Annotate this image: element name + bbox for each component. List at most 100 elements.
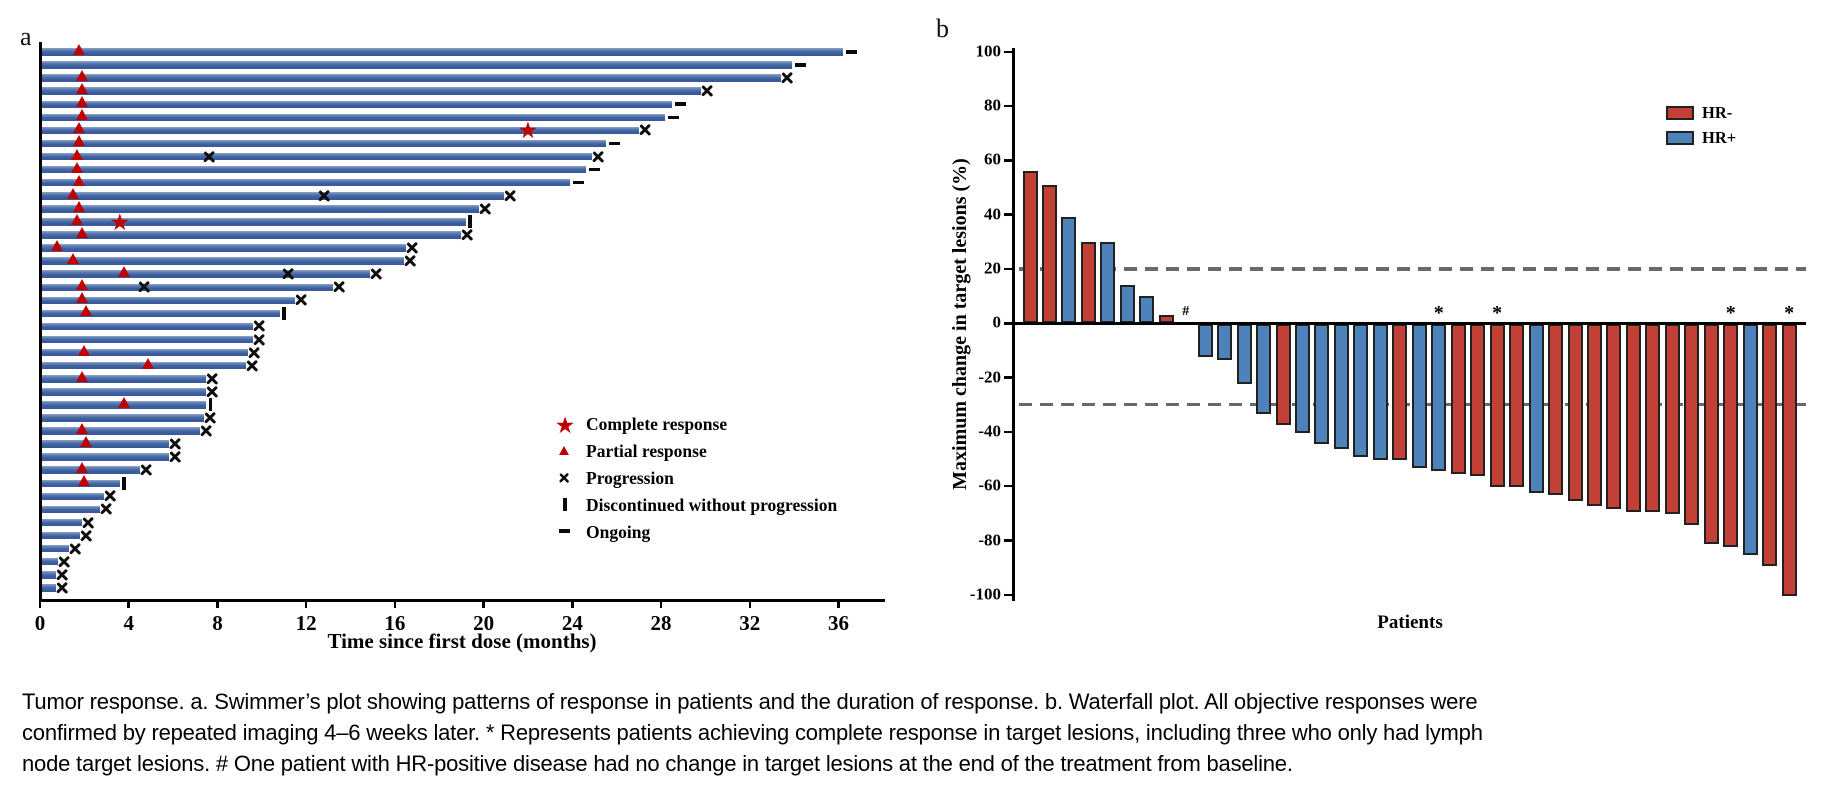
- partial-response-marker: [117, 396, 130, 408]
- swimmer-bar: [41, 309, 280, 318]
- swimmer-bar: [41, 492, 105, 501]
- partial-response-marker: [77, 344, 90, 356]
- legend-item-label: Ongoing: [586, 522, 651, 542]
- partial-response-marker: [71, 148, 84, 160]
- discontinued-marker: [122, 476, 126, 490]
- swimmer-bar: [41, 192, 504, 200]
- y-tick-label: 100: [975, 41, 1002, 61]
- swimmer-x-axis-line: [38, 598, 885, 602]
- partial-response-marker: [80, 305, 93, 317]
- y-tick: [1004, 539, 1014, 542]
- x-tick-label: 16: [384, 611, 406, 635]
- progression-marker: [318, 190, 330, 202]
- x-tick-label: 36: [827, 611, 849, 635]
- partial-response-marker: [66, 187, 79, 199]
- waterfall-bar: [1703, 324, 1719, 545]
- waterfall-bar: [1723, 324, 1739, 547]
- caption-line-3: node target lesions. # One patient with …: [22, 751, 1293, 776]
- progression-marker: [253, 320, 265, 332]
- partial-response-marker: [75, 109, 88, 121]
- waterfall-bar: [1022, 171, 1038, 324]
- progression-marker: [253, 334, 265, 346]
- asterisk-annotation: *: [1784, 302, 1795, 324]
- progression-legend-icon: [559, 473, 569, 483]
- partial-response-marker: [73, 174, 86, 186]
- swimmer-bar: [41, 453, 169, 461]
- ongoing-legend-icon: [559, 529, 570, 533]
- waterfall-bar: [1236, 324, 1252, 385]
- asterisk-annotation: *: [1492, 302, 1503, 324]
- y-tick-label: 20: [984, 258, 1001, 278]
- partial-response-marker: [66, 253, 79, 265]
- hash-annotation: #: [1182, 304, 1190, 319]
- discontinued-marker: [282, 306, 286, 320]
- waterfall-bar: [1684, 324, 1700, 526]
- waterfall-bar: [1742, 324, 1758, 556]
- partial-response-marker: [80, 436, 93, 448]
- x-tick: [304, 599, 308, 608]
- swimmer-bar: [41, 165, 586, 174]
- partial-response-marker: [117, 266, 130, 278]
- waterfall-bar: [1664, 324, 1680, 515]
- partial-response-marker: [73, 135, 86, 147]
- progression-marker: [461, 229, 473, 241]
- x-tick: [482, 599, 485, 608]
- waterfall-bar: [1353, 324, 1369, 458]
- swimmer-bar: [41, 126, 639, 135]
- swimmer-bar: [41, 178, 571, 187]
- waterfall-bar: [1567, 324, 1583, 501]
- progression-marker: [104, 490, 116, 502]
- waterfall-legend-label: HR+: [1702, 128, 1737, 147]
- swimmer-bar: [41, 584, 56, 592]
- waterfall-bar: [1548, 324, 1564, 496]
- progression-marker: [169, 438, 181, 450]
- waterfall-bar: [1606, 324, 1622, 509]
- waterfall-bar: [1217, 324, 1233, 360]
- waterfall-bar: [1645, 324, 1661, 512]
- swimmer-bar: [41, 61, 792, 69]
- x-tick-label: 0: [34, 611, 46, 635]
- legend-item-label: Complete response: [586, 414, 728, 434]
- progression-marker: [404, 255, 416, 267]
- waterfall-bar: [1041, 184, 1057, 324]
- legend-item-label: Discontinued without progression: [586, 495, 838, 515]
- swimmer-bar: [41, 100, 673, 109]
- waterfall-bar: [1061, 217, 1077, 324]
- swimmer-y-axis-line: [38, 42, 42, 602]
- y-tick: [1004, 484, 1014, 488]
- caption-line-1: Tumor response. a. Swimmer’s plot showin…: [22, 689, 1478, 714]
- progression-marker: [56, 582, 68, 594]
- partial-response-marker: [142, 357, 155, 369]
- partial-response-marker: [73, 200, 86, 212]
- waterfall-legend-label: HR-: [1702, 103, 1733, 122]
- swimmer-bar: [41, 440, 169, 448]
- x-tick-label: 8: [212, 611, 223, 635]
- progression-marker: [246, 360, 258, 372]
- partial-response-marker: [75, 462, 88, 474]
- progression-marker: [56, 569, 68, 581]
- progression-marker: [295, 294, 307, 306]
- progression-marker: [333, 281, 345, 293]
- asterisk-annotation: *: [1433, 302, 1444, 324]
- partial-response-marker: [75, 83, 88, 95]
- partial-response-marker: [75, 292, 88, 304]
- y-tick: [1004, 213, 1014, 216]
- swimmer-bar: [41, 231, 462, 239]
- waterfall-bar: [1372, 324, 1388, 461]
- x-tick-label: 24: [561, 611, 583, 635]
- waterfall-bar: [1314, 324, 1330, 444]
- partial-response-marker: [73, 122, 86, 134]
- swimmer-bar: [41, 544, 69, 553]
- ongoing-marker: [845, 50, 857, 54]
- swimmer-bar: [41, 296, 296, 305]
- swimmer-bar: [41, 139, 606, 148]
- swimmer-bar: [41, 244, 406, 252]
- y-tick: [1004, 593, 1014, 597]
- partial-response-legend-icon: [558, 446, 569, 455]
- progression-marker: [701, 85, 713, 97]
- waterfall-bar: [1528, 324, 1544, 493]
- panel-b-label: b: [936, 14, 949, 43]
- partial-response-marker: [77, 475, 90, 487]
- x-tick: [748, 599, 751, 608]
- waterfall-bar: [1625, 324, 1641, 512]
